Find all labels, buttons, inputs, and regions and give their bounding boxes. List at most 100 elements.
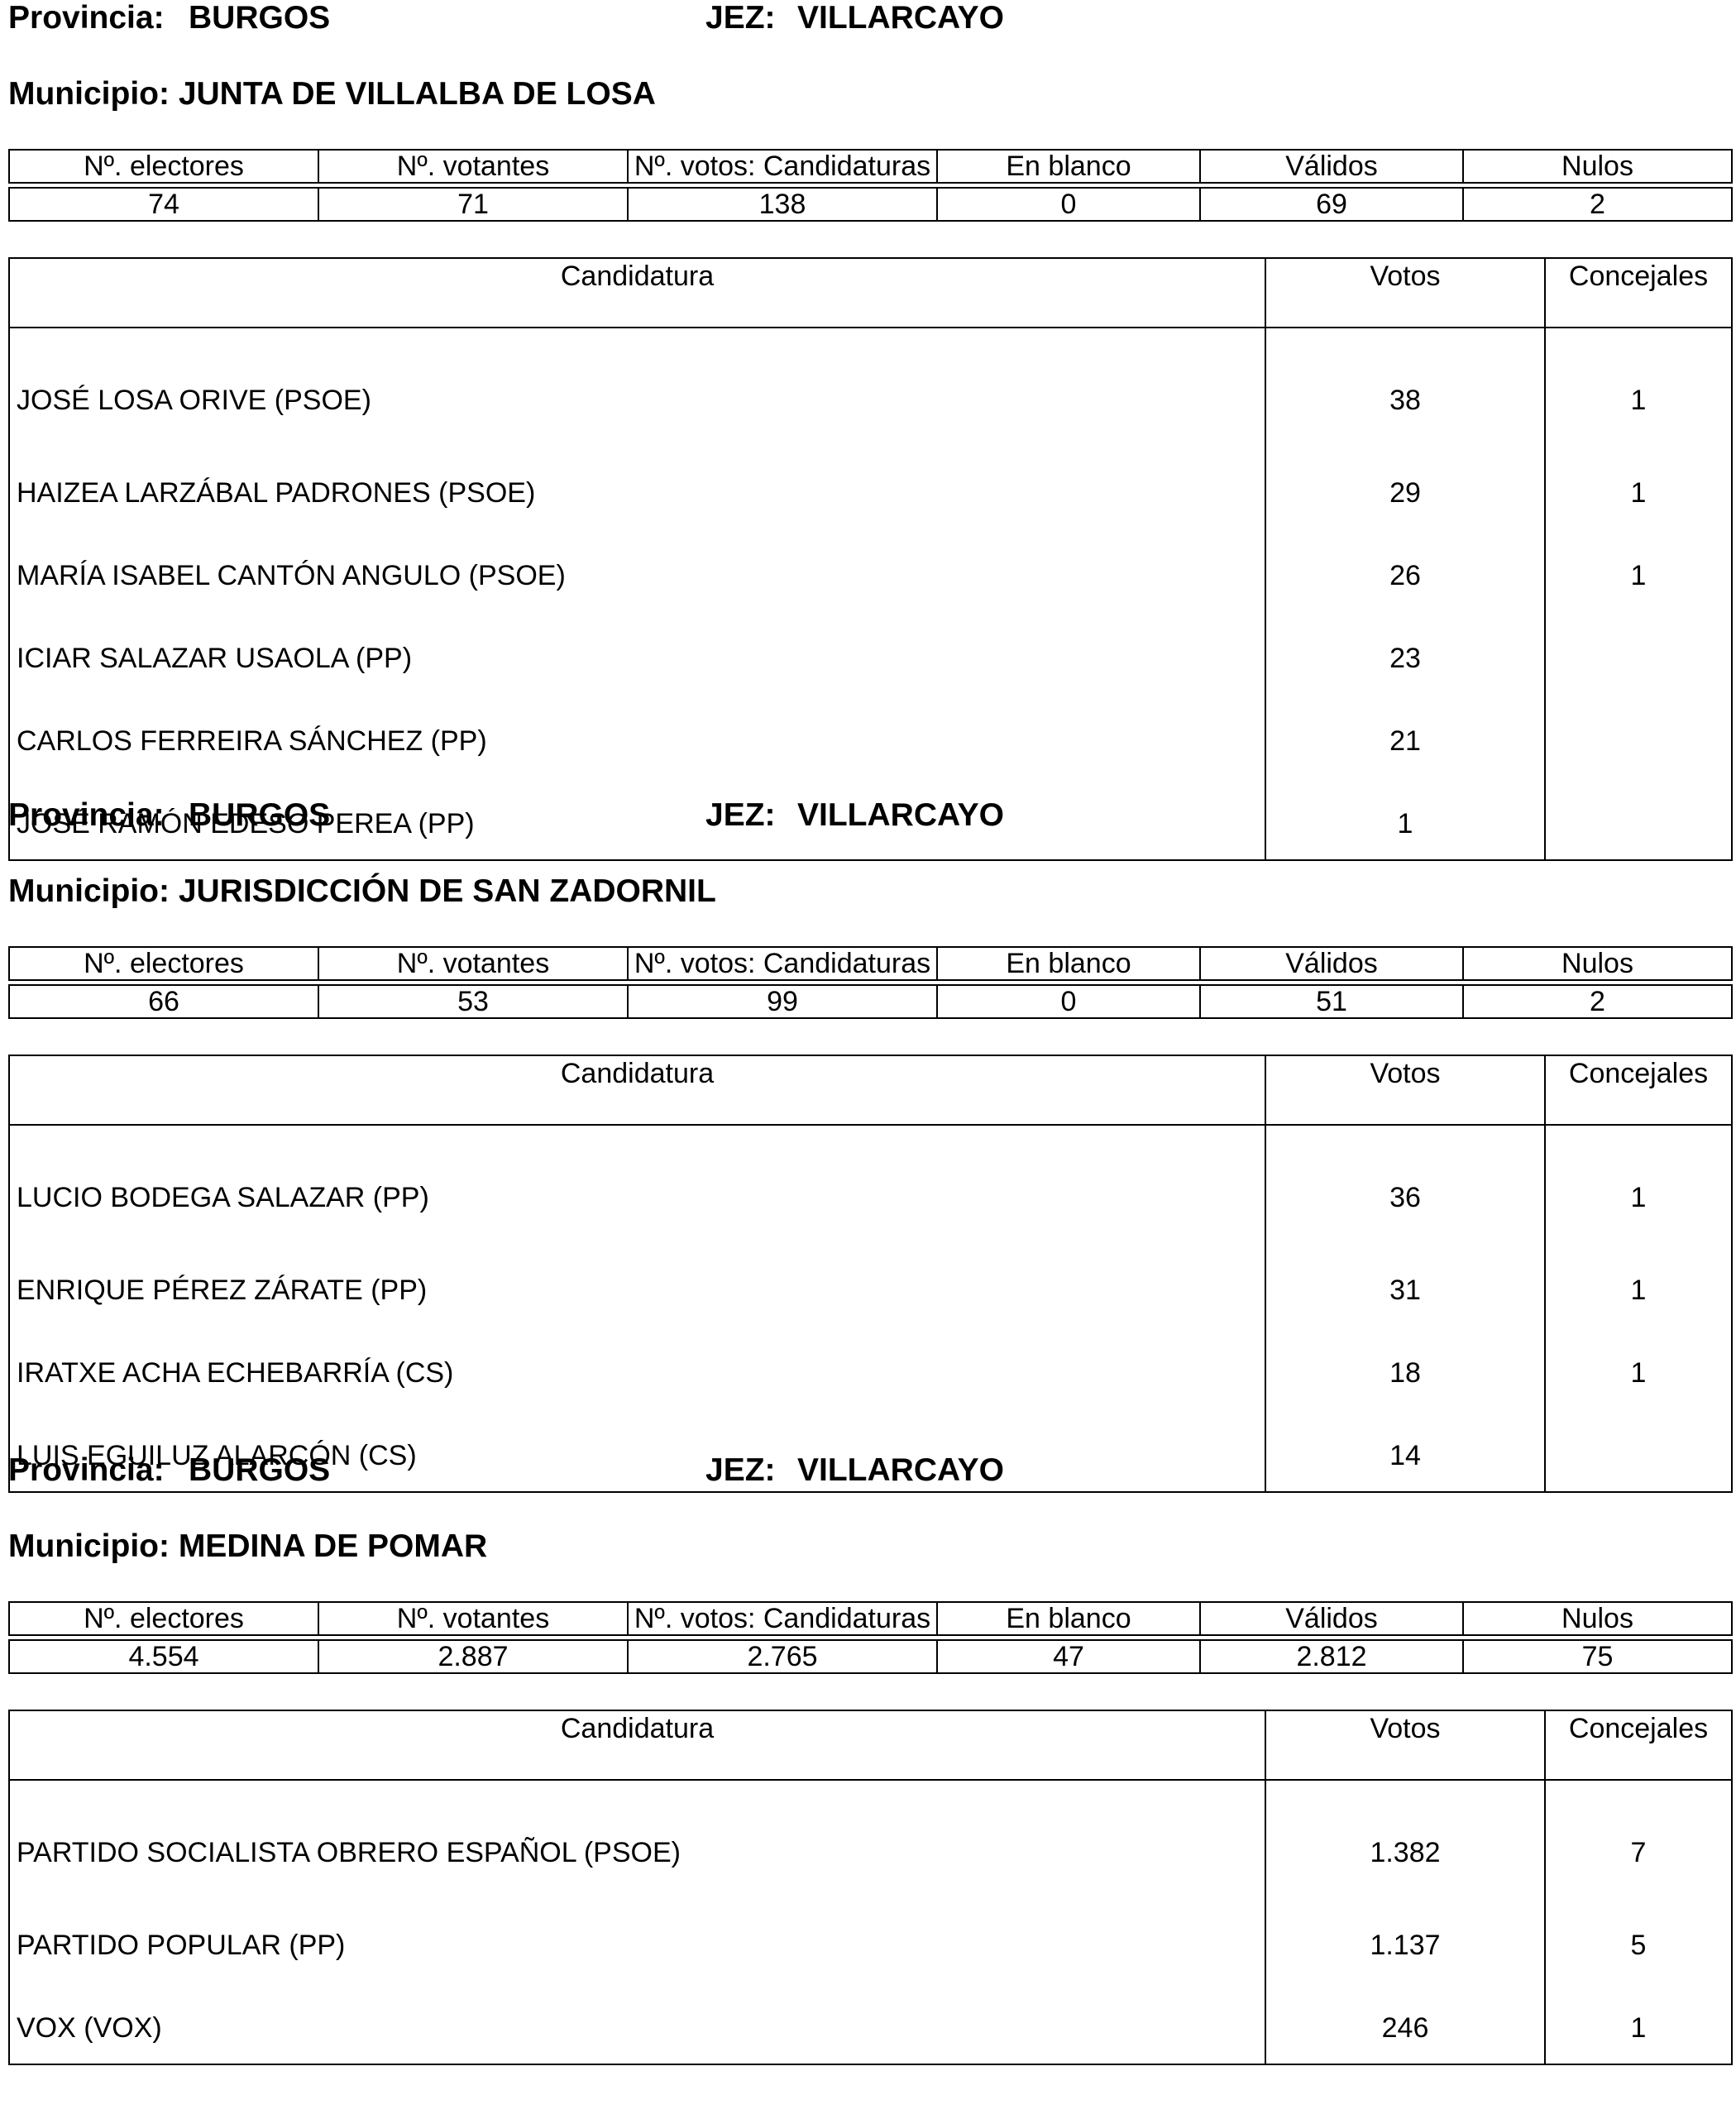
header-concejales: Concejales [1544,257,1733,328]
stats-value-en-blanco: 47 [936,1639,1201,1674]
municipio-label: Municipio: [8,1528,170,1564]
candidate-concejales: 1 [1544,446,1733,528]
provincia-label: Provincia: [8,0,165,36]
candidate-row: IRATXE ACHA ECHEBARRÍA (CS) 18 1 [8,1326,1733,1409]
candidate-row: VOX (VOX) 246 1 [8,1981,1733,2065]
provincia-label: Provincia: [8,1452,165,1488]
candidate-votos: 36 [1265,1125,1546,1243]
candidate-votos: 29 [1265,446,1546,528]
candidates-table: Candidatura Votos Concejales JOSÉ LOSA O… [8,257,1733,861]
stats-value-votos-candidaturas: 99 [627,984,938,1019]
candidate-concejales: 1 [1544,328,1733,446]
stats-value-row: 4.554 2.887 2.765 47 2.812 75 [8,1639,1733,1674]
stats-value-nulos: 75 [1462,1639,1733,1674]
candidate-concejales: 1 [1544,1326,1733,1409]
header-votos: Votos [1265,257,1546,328]
stats-header-votantes: Nº. votantes [318,946,629,981]
stats-header-en-blanco: En blanco [936,946,1201,981]
stats-header-electores: Nº. electores [8,149,319,184]
candidate-row: CARLOS FERREIRA SÁNCHEZ (PP) 21 [8,694,1733,777]
stats-header-row: Nº. electores Nº. votantes Nº. votos: Ca… [8,946,1733,981]
candidate-row: JOSÉ LOSA ORIVE (PSOE) 38 1 [8,328,1733,446]
municipio-title: Municipio: MEDINA DE POMAR [8,1528,487,1565]
stats-header-validos: Válidos [1199,1601,1464,1636]
candidate-row: LUIS EGUILUZ ALARCÓN (CS) 14 [8,1409,1733,1493]
candidate-row: JOSÉ RAMÓN EDESO PEREA (PP) 1 [8,777,1733,861]
candidate-concejales: 1 [1544,1125,1733,1243]
stats-value-votantes: 53 [318,984,629,1019]
stats-header-votantes: Nº. votantes [318,1601,629,1636]
stats-value-nulos: 2 [1462,984,1733,1019]
candidate-votos: 31 [1265,1243,1546,1326]
municipio-value: JUNTA DE VILLALBA DE LOSA [178,76,656,112]
candidate-name: CARLOS FERREIRA SÁNCHEZ (PP) [8,694,1266,777]
municipality-section: Provincia: BURGOS JEZ: VILLARCAYO Munici… [0,797,1736,1493]
candidate-row: PARTIDO SOCIALISTA OBRERO ESPAÑOL (PSOE)… [8,1780,1733,1898]
jez-value: VILLARCAYO [797,797,1004,833]
candidate-name: MARÍA ISABEL CANTÓN ANGULO (PSOE) [8,528,1266,611]
stats-header-votos-candidaturas: Nº. votos: Candidaturas [627,149,938,184]
candidate-name: IRATXE ACHA ECHEBARRÍA (CS) [8,1326,1266,1409]
candidate-concejales: 1 [1544,528,1733,611]
stats-header-row: Nº. electores Nº. votantes Nº. votos: Ca… [8,1601,1733,1636]
candidate-votos: 1 [1265,777,1546,861]
candidate-name: VOX (VOX) [8,1981,1266,2065]
candidate-name: ICIAR SALAZAR USAOLA (PP) [8,611,1266,694]
stats-header-en-blanco: En blanco [936,1601,1201,1636]
stats-table: Nº. electores Nº. votantes Nº. votos: Ca… [8,1601,1733,1674]
stats-header-electores: Nº. electores [8,1601,319,1636]
candidate-concejales [1544,777,1733,861]
stats-header-row: Nº. electores Nº. votantes Nº. votos: Ca… [8,149,1733,184]
stats-value-votantes: 2.887 [318,1639,629,1674]
stats-value-en-blanco: 0 [936,187,1201,222]
municipio-title: Municipio: JUNTA DE VILLALBA DE LOSA [8,76,656,112]
candidate-row: LUCIO BODEGA SALAZAR (PP) 36 1 [8,1125,1733,1243]
stats-value-votos-candidaturas: 138 [627,187,938,222]
stats-value-votantes: 71 [318,187,629,222]
candidate-concejales: 1 [1544,1981,1733,2065]
stats-header-validos: Válidos [1199,946,1464,981]
candidate-votos: 246 [1265,1981,1546,2065]
section-header: Provincia: BURGOS JEZ: VILLARCAYO [0,797,1736,839]
candidate-name: LUIS EGUILUZ ALARCÓN (CS) [8,1409,1266,1493]
candidate-concejales [1544,611,1733,694]
stats-header-validos: Válidos [1199,149,1464,184]
candidate-votos: 1.137 [1265,1898,1546,1981]
header-concejales: Concejales [1544,1710,1733,1781]
stats-value-validos: 69 [1199,187,1464,222]
stats-header-nulos: Nulos [1462,149,1733,184]
stats-header-en-blanco: En blanco [936,149,1201,184]
candidate-row: HAIZEA LARZÁBAL PADRONES (PSOE) 29 1 [8,446,1733,528]
candidates-header-row: Candidatura Votos Concejales [8,257,1733,328]
stats-header-electores: Nº. electores [8,946,319,981]
candidate-name: JOSÉ RAMÓN EDESO PEREA (PP) [8,777,1266,861]
candidate-name: HAIZEA LARZÁBAL PADRONES (PSOE) [8,446,1266,528]
stats-value-electores: 4.554 [8,1639,319,1674]
candidate-name: JOSÉ LOSA ORIVE (PSOE) [8,328,1266,446]
provincia-value: BURGOS [189,0,331,36]
stats-value-nulos: 2 [1462,187,1733,222]
candidate-name: PARTIDO POPULAR (PP) [8,1898,1266,1981]
provincia-label: Provincia: [8,797,165,833]
provincia-value: BURGOS [189,1452,331,1488]
candidate-votos: 21 [1265,694,1546,777]
candidate-concejales [1544,1409,1733,1493]
municipality-section: Provincia: BURGOS JEZ: VILLARCAYO Munici… [0,0,1736,861]
stats-value-votos-candidaturas: 2.765 [627,1639,938,1674]
stats-table: Nº. electores Nº. votantes Nº. votos: Ca… [8,946,1733,1019]
jez-label: JEZ: [705,797,776,833]
stats-header-votos-candidaturas: Nº. votos: Candidaturas [627,946,938,981]
header-concejales: Concejales [1544,1055,1733,1126]
stats-value-electores: 66 [8,984,319,1019]
municipio-label: Municipio: [8,76,170,112]
stats-header-votantes: Nº. votantes [318,149,629,184]
section-header: Provincia: BURGOS JEZ: VILLARCAYO [0,1452,1736,1494]
candidate-row: ICIAR SALAZAR USAOLA (PP) 23 [8,611,1733,694]
stats-value-en-blanco: 0 [936,984,1201,1019]
jez-value: VILLARCAYO [797,0,1004,36]
candidate-row: ENRIQUE PÉREZ ZÁRATE (PP) 31 1 [8,1243,1733,1326]
stats-value-validos: 51 [1199,984,1464,1019]
provincia-value: BURGOS [189,797,331,833]
candidate-name: LUCIO BODEGA SALAZAR (PP) [8,1125,1266,1243]
header-candidatura: Candidatura [8,1055,1266,1126]
